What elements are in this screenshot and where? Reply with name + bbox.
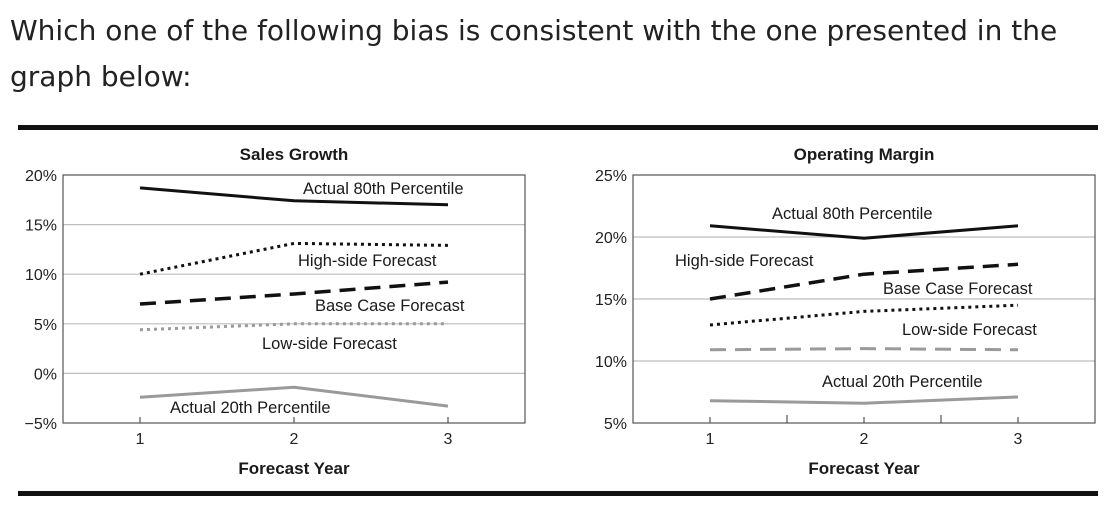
y-tick-label: 15%: [25, 218, 57, 235]
chart-title: Operating Margin: [794, 145, 935, 164]
y-tick-label: 10%: [25, 267, 57, 284]
series-label-2: High-side Forecast: [298, 252, 437, 270]
x-tick-label: 3: [1014, 431, 1023, 448]
series-label-2: High-side Forecast: [675, 252, 814, 270]
x-axis-title: Forecast Year: [808, 459, 920, 478]
series-line-4: [709, 347, 1019, 352]
series-label-5: Actual 20th Percentile: [822, 373, 983, 391]
series-label-4: Low-side Forecast: [262, 335, 397, 353]
series-line-4: [139, 322, 448, 332]
series-line-3: [139, 280, 449, 306]
x-tick-label: 2: [860, 431, 869, 448]
series-label-3: Base Case Forecast: [883, 280, 1033, 298]
x-tick-label: 3: [444, 431, 453, 448]
series-label-1: Actual 80th Percentile: [772, 205, 933, 223]
series-label-1: Actual 80th Percentile: [303, 180, 464, 198]
series-line-3: [709, 303, 1019, 327]
bottom-rule: [18, 491, 1098, 496]
y-tick-label: 25%: [595, 168, 627, 185]
y-tick-label: 20%: [25, 168, 57, 185]
y-tick-label: 10%: [595, 354, 627, 371]
top-rule: [18, 125, 1098, 130]
series-label-4: Low-side Forecast: [902, 321, 1037, 339]
series-line-1: [709, 224, 1019, 240]
series-line-2: [709, 262, 1019, 301]
y-tick-label: −5%: [25, 416, 57, 433]
series-label-3: Base Case Forecast: [315, 297, 465, 315]
series-line-5: [139, 385, 449, 408]
x-tick-label: 2: [290, 431, 299, 448]
y-tick-label: 15%: [595, 292, 627, 309]
series-line-2: [139, 241, 449, 276]
series-line-5: [709, 395, 1019, 405]
question-text: Which one of the following bias is consi…: [10, 14, 1058, 93]
x-axis-title: Forecast Year: [238, 459, 350, 478]
x-tick-label: 1: [706, 431, 715, 448]
y-tick-label: 5%: [604, 416, 627, 433]
series-line-1: [139, 186, 449, 207]
chart-title: Sales Growth: [240, 145, 349, 164]
y-tick-label: 5%: [34, 317, 57, 334]
chart-1: Sales Growth −5% 0% 5% 10% 15% 20% 1 2 3 Forecast …: [25, 145, 526, 478]
y-tick-label: 0%: [34, 366, 57, 383]
chart-2: Operating Margin 5% 10% 15% 20% 25% 1 2 3 Forecas…: [595, 145, 1096, 478]
x-tick-label: 1: [136, 431, 145, 448]
y-tick-label: 20%: [595, 230, 627, 247]
series-label-5: Actual 20th Percentile: [170, 399, 331, 417]
